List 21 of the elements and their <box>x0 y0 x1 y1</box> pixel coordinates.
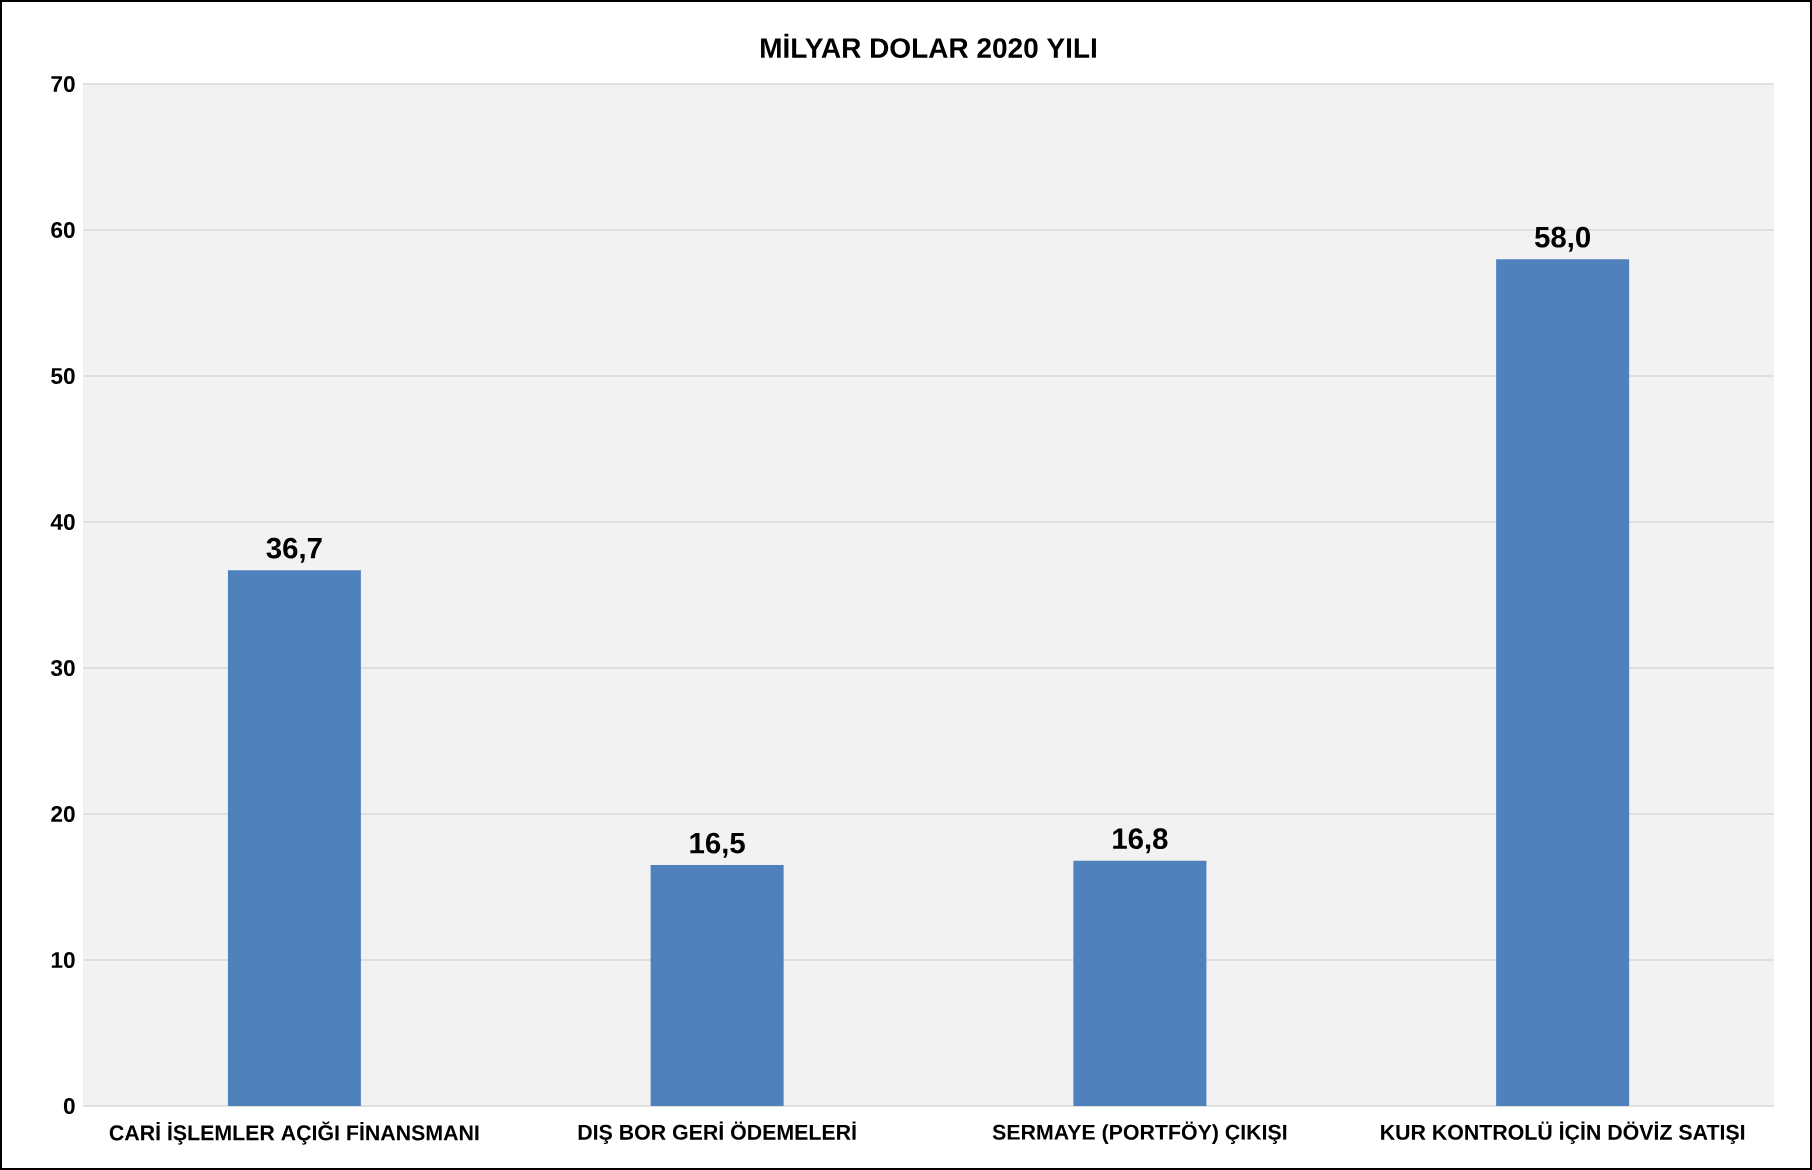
y-tick-label: 0 <box>63 1097 75 1115</box>
y-tick-label: 50 <box>51 367 75 385</box>
bar <box>1496 259 1630 1106</box>
y-tick-label: 10 <box>51 951 75 969</box>
y-tick-label: 40 <box>50 513 75 531</box>
data-label: 16,8 <box>1113 828 1168 854</box>
x-tick-label: KUR KONTROLÜ İÇİN DÖVİZ SATIŞI <box>1381 1121 1745 1145</box>
bar <box>1073 860 1207 1106</box>
y-tick-label: 70 <box>51 75 75 93</box>
data-label: 36,7 <box>266 537 322 563</box>
data-label: 16,5 <box>690 832 745 858</box>
y-tick-label: 60 <box>51 221 75 239</box>
bar <box>650 865 784 1106</box>
y-tick-label: 20 <box>51 805 75 823</box>
bar <box>227 570 361 1106</box>
data-label: 58,0 <box>1535 226 1590 252</box>
chart-title: MİLYAR DOLAR 2020 YILI <box>761 33 1096 58</box>
x-tick-label: DIŞ BOR GERİ ÖDEMELERİ <box>578 1121 856 1145</box>
x-tick-label: SERMAYE (PORTFÖY) ÇIKIŞI <box>992 1121 1287 1145</box>
x-tick-label: CARİ İŞLEMLER AÇIĞI FİNANSMANI <box>109 1121 479 1145</box>
y-tick-label: 30 <box>50 659 75 677</box>
